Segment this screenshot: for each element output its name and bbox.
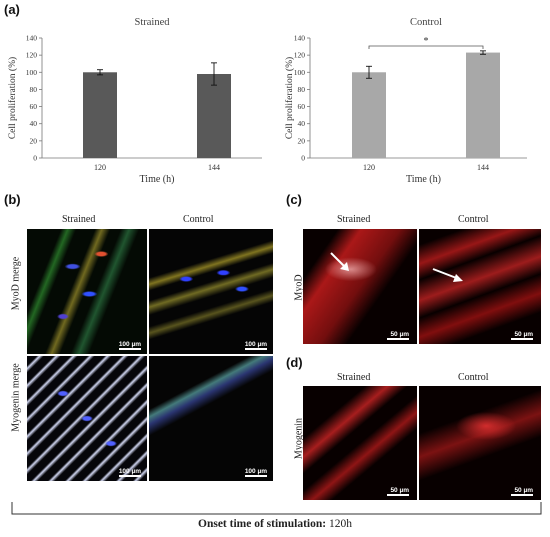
- y-tick-label: 20: [30, 136, 38, 145]
- y-tick-label: 140: [26, 34, 38, 43]
- b-col-control: Control: [183, 214, 214, 225]
- x-axis-label: Time (h): [140, 174, 175, 185]
- y-axis-label: Cell proliferation (%): [284, 57, 295, 139]
- panel-label-d: (d): [286, 355, 303, 370]
- scale-bar: [119, 475, 141, 477]
- significance-marker: *: [424, 36, 429, 47]
- c-col-control: Control: [458, 214, 489, 225]
- bar: [197, 74, 231, 158]
- scale-bar: [245, 348, 267, 350]
- y-tick-label: 0: [301, 154, 305, 163]
- y-tick-label: 40: [30, 119, 38, 128]
- x-tick-label: 144: [477, 163, 489, 172]
- scale-bar: [387, 494, 409, 496]
- panel-label-b: (b): [4, 192, 21, 207]
- x-axis-label: Time (h): [406, 174, 441, 185]
- footer-caption: Onset time of stimulation: 120h: [0, 518, 550, 530]
- significance-bracket: [368, 45, 484, 49]
- d-col-strained: Strained: [337, 372, 371, 383]
- footer-bracket: [11, 502, 542, 515]
- micrograph-d-strained: 50 µm: [303, 386, 417, 500]
- y-tick-label: 120: [294, 51, 306, 60]
- scale-bar-label: 50 µm: [514, 331, 533, 338]
- scale-bar: [245, 475, 267, 477]
- micrograph-b-strained-myod: 100 µm: [27, 229, 147, 354]
- scale-bar: [387, 338, 409, 340]
- b-row-myogenin: Myogenin merge: [10, 363, 22, 432]
- bar: [466, 52, 500, 159]
- y-tick-label: 100: [26, 68, 38, 77]
- bar-charts: Strained 0 20 40 60 80 100 120 140 Cell prolifera…: [7, 17, 527, 185]
- arrow-icon: [330, 252, 349, 271]
- scale-bar-label: 50 µm: [390, 331, 409, 338]
- x-tick-label: 120: [94, 163, 106, 172]
- chart-title: Control: [410, 17, 442, 28]
- micrograph-c-control: 50 µm: [419, 229, 541, 344]
- b-col-strained: Strained: [62, 214, 96, 225]
- x-tick-label: 120: [363, 163, 375, 172]
- x-tick-label: 144: [208, 163, 220, 172]
- y-tick-label: 80: [30, 85, 38, 94]
- chart-title: Strained: [135, 17, 171, 28]
- scale-bar-label: 100 µm: [244, 341, 267, 348]
- y-tick-label: 60: [298, 102, 306, 111]
- scale-bar-label: 100 µm: [244, 468, 267, 475]
- y-tick-label: 20: [298, 136, 306, 145]
- scale-bar: [511, 494, 533, 496]
- scale-bar-label: 50 µm: [390, 487, 409, 494]
- scale-bar-label: 100 µm: [118, 341, 141, 348]
- bar: [83, 72, 117, 158]
- y-tick-label: 120: [26, 51, 38, 60]
- micrograph-b-control-myogenin: 100 µm: [149, 356, 273, 481]
- y-tick-label: 60: [30, 102, 38, 111]
- scale-bar-label: 100 µm: [118, 468, 141, 475]
- arrow-icon: [432, 268, 463, 282]
- scale-bar: [119, 348, 141, 350]
- micrograph-b-control-myod: 100 µm: [149, 229, 273, 354]
- y-tick-label: 100: [294, 68, 306, 77]
- y-tick-label: 140: [294, 34, 306, 43]
- c-col-strained: Strained: [337, 214, 371, 225]
- scale-bar: [511, 338, 533, 340]
- micrograph-b-strained-myogenin: 100 µm: [27, 356, 147, 481]
- y-tick-label: 40: [298, 119, 306, 128]
- b-row-myod: MyoD merge: [10, 256, 22, 311]
- y-tick-label: 80: [298, 85, 306, 94]
- footer-label: Onset time of stimulation:: [198, 518, 327, 530]
- footer-value: 120h: [326, 518, 352, 530]
- y-tick-label: 0: [33, 154, 37, 163]
- scale-bar-label: 50 µm: [514, 487, 533, 494]
- micrograph-d-control: 50 µm: [419, 386, 541, 500]
- d-col-control: Control: [458, 372, 489, 383]
- micrograph-c-strained: 50 µm: [303, 229, 417, 344]
- panel-label-c: (c): [286, 192, 302, 207]
- bar: [352, 72, 386, 158]
- panel-label-a: (a): [4, 2, 20, 17]
- y-axis-label: Cell proliferation (%): [7, 57, 18, 139]
